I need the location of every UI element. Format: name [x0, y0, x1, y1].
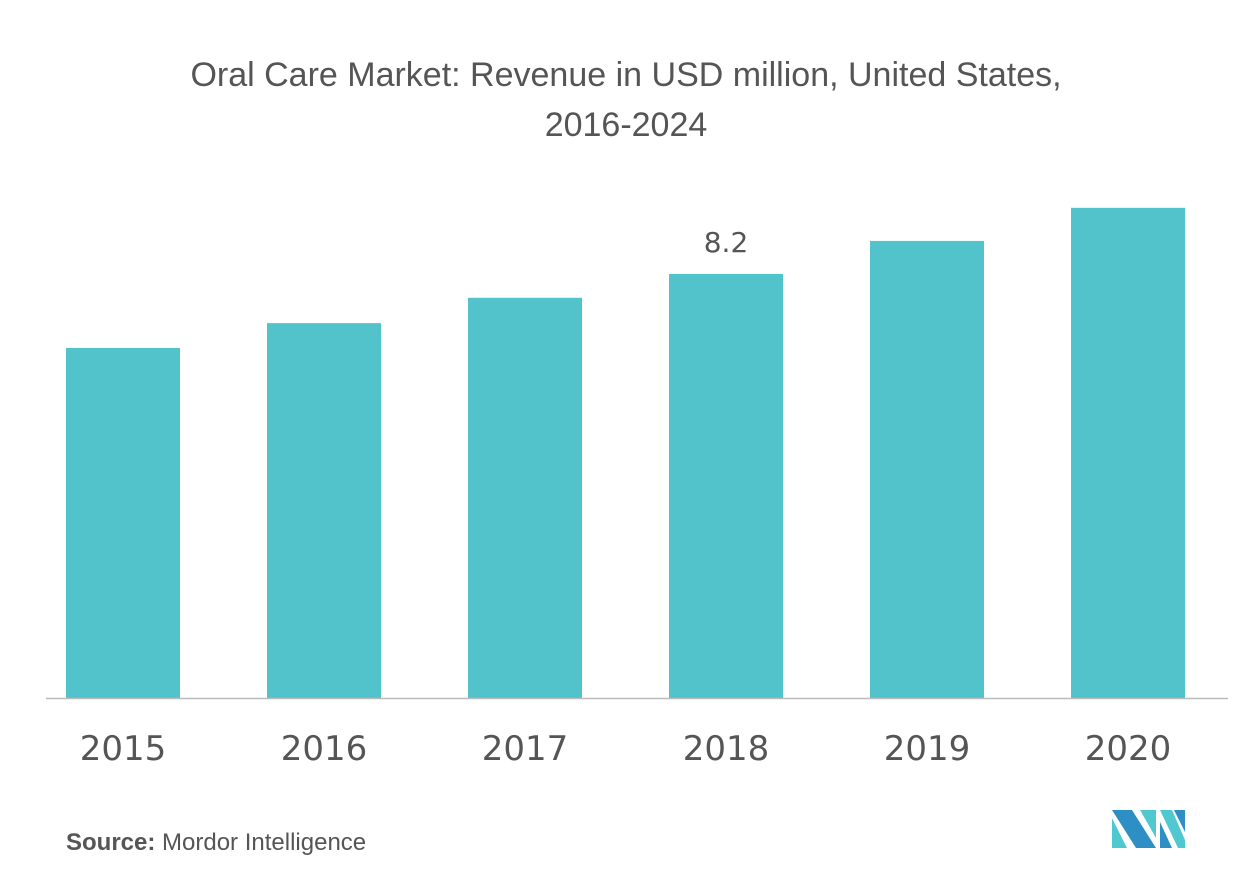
x-tick-label: 2015 — [80, 729, 167, 769]
x-tick-label: 2020 — [1085, 729, 1172, 769]
bar-2016 — [267, 323, 381, 698]
source-value: Mordor Intelligence — [162, 829, 367, 856]
bar-2015 — [66, 347, 180, 698]
bar-2017 — [468, 297, 582, 698]
x-tick-label: 2016 — [281, 729, 368, 769]
x-tick-label: 2018 — [683, 729, 770, 769]
source-label: Source: — [66, 829, 156, 856]
data-label: 8.2 — [704, 226, 749, 259]
bar-2018 — [669, 274, 783, 698]
mordor-logo-icon — [1112, 810, 1185, 848]
bar-2019 — [870, 240, 984, 698]
source-note: Source: Mordor Intelligence — [66, 829, 366, 857]
chart-title: Oral Care Market: Revenue in USD million… — [190, 56, 1062, 144]
bar-2020 — [1071, 207, 1185, 698]
x-tick-label: 2019 — [884, 729, 971, 769]
x-tick-label: 2017 — [482, 729, 569, 769]
